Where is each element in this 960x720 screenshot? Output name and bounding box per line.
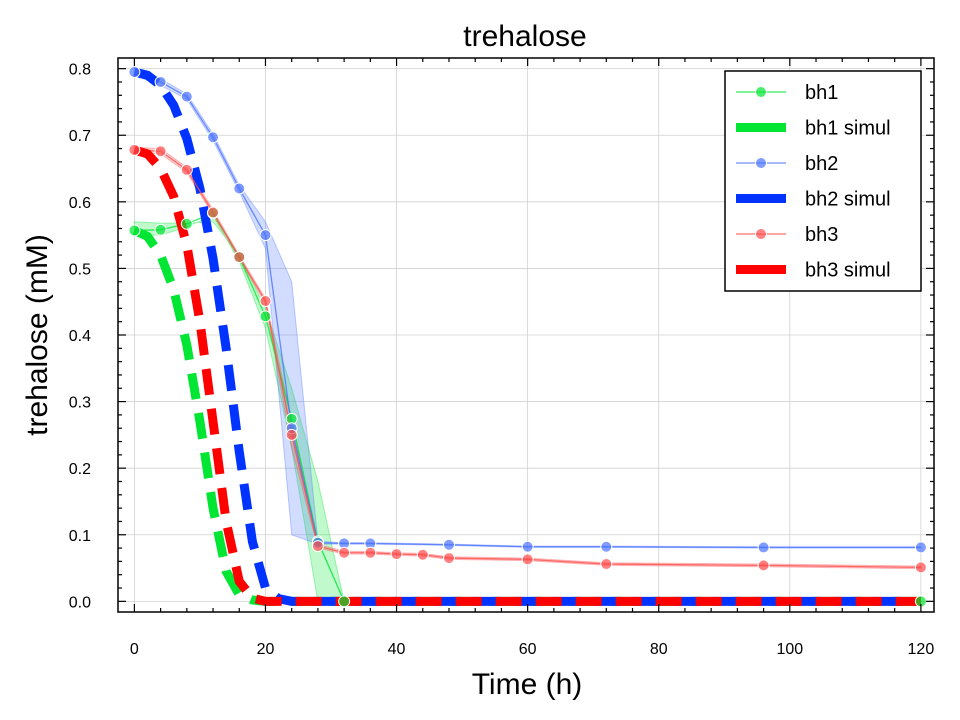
point-bh3 [154,145,167,158]
x-tick-label: 0 [130,641,139,658]
point-bh2 [914,541,927,554]
series-lines [132,67,921,606]
point-bh2 [521,540,534,553]
y-tick-label: 0.1 [69,528,91,545]
point-bh3 [180,163,193,176]
point-bh3 [914,561,927,574]
x-tick-label: 60 [519,641,537,658]
legend-marker-bh3 [755,228,767,240]
y-tick-label: 0.6 [69,195,91,212]
point-bh2 [207,131,220,144]
point-bh3 [285,428,298,441]
legend-marker-bh2 [755,157,767,169]
point-bh1 [128,224,141,237]
point-bh2 [442,538,455,551]
point-bh2 [154,75,167,88]
legend-label: bh1 simul [805,118,891,140]
y-tick-label: 0.2 [69,461,91,478]
point-bh2 [600,540,613,553]
point-bh3 [390,548,403,561]
point-bh3 [207,206,220,219]
point-bh3 [338,546,351,559]
legend-label: bh2 [805,153,838,175]
point-bh3 [757,559,770,572]
line-bh1 [134,212,921,602]
point-bh3 [128,143,141,156]
point-bh1 [180,217,193,230]
legend: bh1 bh1 simul bh2 bh2 simul bh3 bh3 simul [724,70,922,292]
y-tick-label: 0.8 [69,62,91,79]
legend-label: bh3 simul [805,260,891,282]
x-axis-title: Time (h) [472,668,583,701]
point-bh2 [233,182,246,195]
legend-box [724,70,922,292]
point-bh3 [600,558,613,571]
point-bh3 [233,251,246,264]
point-bh1 [259,310,272,323]
point-bh3 [311,540,324,553]
point-bh2 [180,90,193,103]
legend-marker-bh1 [755,86,767,98]
legend-label: bh2 simul [805,189,891,211]
y-tick-label: 0.7 [69,128,91,145]
axis-ticks [118,58,934,612]
point-bh3 [521,553,534,566]
x-tick-label: 120 [908,641,935,658]
line-bh3-simul [133,145,921,606]
tick-labels: 0 20 40 60 80 100 120 0.0 0.1 0.2 0.3 0.4 0.5 0.6 0.7 0… [69,62,935,658]
point-bh1 [338,595,351,608]
y-tick-label: 0.3 [69,395,91,412]
y-tick-label: 0.5 [69,261,91,278]
chart-title: trehalose [463,20,586,53]
point-bh2 [757,541,770,554]
y-tick-label: 0.0 [69,594,91,611]
x-tick-label: 20 [257,641,275,658]
point-bh2 [128,65,141,78]
y-tick-label: 0.4 [69,328,91,345]
data-markers [128,65,927,608]
legend-label: bh1 [805,82,838,104]
point-bh2 [259,229,272,242]
legend-label: bh3 [805,224,838,246]
x-tick-label: 40 [388,641,406,658]
point-bh3 [442,552,455,565]
line-bh2-simul [133,67,921,606]
y-axis-title: trehalose (mM) [21,234,54,436]
point-bh3 [259,295,272,308]
x-tick-label: 80 [650,641,668,658]
point-bh1 [154,223,167,236]
point-bh3 [364,546,377,559]
point-bh3 [416,548,429,561]
x-tick-label: 100 [776,641,803,658]
